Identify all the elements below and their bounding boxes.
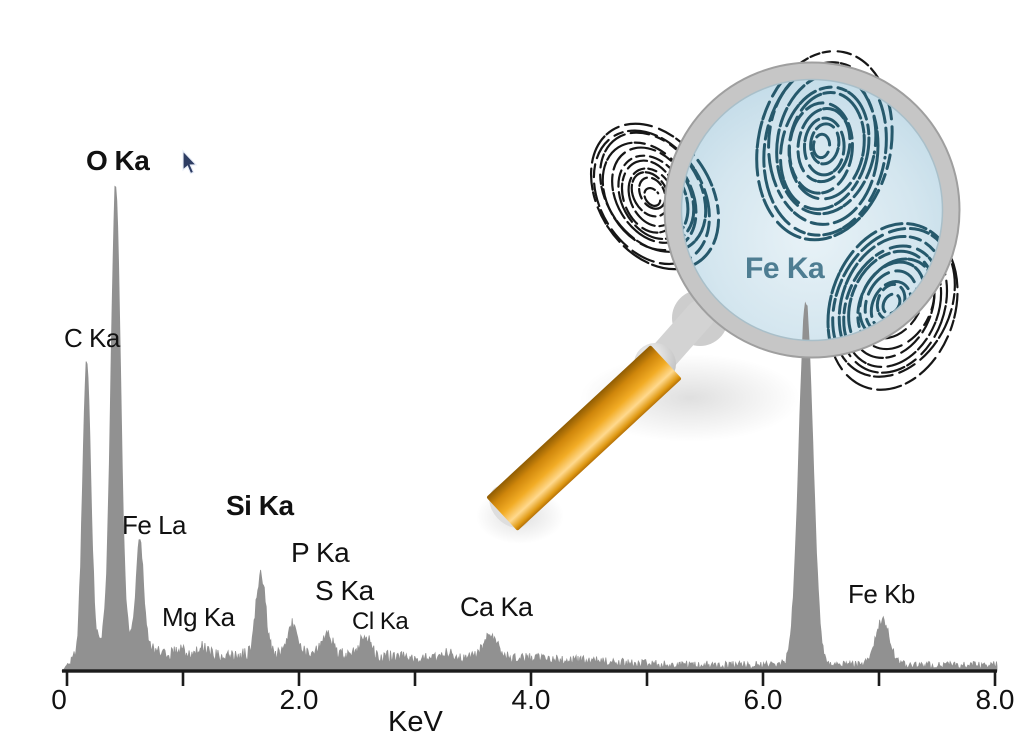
spectrum-plot — [61, 185, 998, 686]
x-axis-tick — [297, 671, 301, 686]
x-tick-label: 8.0 — [975, 684, 1015, 715]
peak-label-c-ka: C Ka — [64, 323, 120, 353]
peak-label-fe-ka: Fe Ka — [745, 252, 825, 285]
x-tick-label: 2.0 — [279, 684, 319, 715]
peak-label-o-ka: O Ka — [86, 145, 150, 176]
peak-label-fe-la: Fe La — [122, 510, 187, 540]
x-tick-label: 4.0 — [511, 684, 551, 715]
peak-label-s-ka: S Ka — [315, 575, 374, 606]
x-axis-line — [62, 669, 997, 673]
x-tick-label: 0 — [51, 684, 67, 715]
x-axis-tick — [529, 671, 533, 686]
x-axis-tick — [877, 671, 881, 686]
cursor-icon — [182, 149, 198, 175]
spectrum-area — [61, 185, 998, 672]
lens-rim — [663, 61, 961, 359]
magnifier-handle — [487, 345, 681, 531]
peak-label-si-ka: Si Ka — [226, 490, 294, 521]
x-axis-tick — [65, 671, 69, 686]
x-axis-tick — [993, 671, 997, 686]
x-axis-tick — [413, 671, 417, 686]
x-axis-tick — [181, 671, 185, 686]
x-tick-label: 6.0 — [743, 684, 783, 715]
x-axis-tick — [645, 671, 649, 686]
peak-label-ca-ka: Ca Ka — [460, 592, 533, 622]
peak-label-cl-ka: Cl Ka — [352, 608, 409, 635]
peak-label-fe-kb: Fe Kb — [848, 579, 915, 609]
x-axis-tick — [761, 671, 765, 686]
peak-label-mg-ka: Mg Ka — [162, 602, 235, 632]
x-axis-title: KeV — [388, 706, 443, 738]
handle-grip — [487, 345, 681, 531]
peak-label-p-ka: P Ka — [291, 537, 350, 568]
